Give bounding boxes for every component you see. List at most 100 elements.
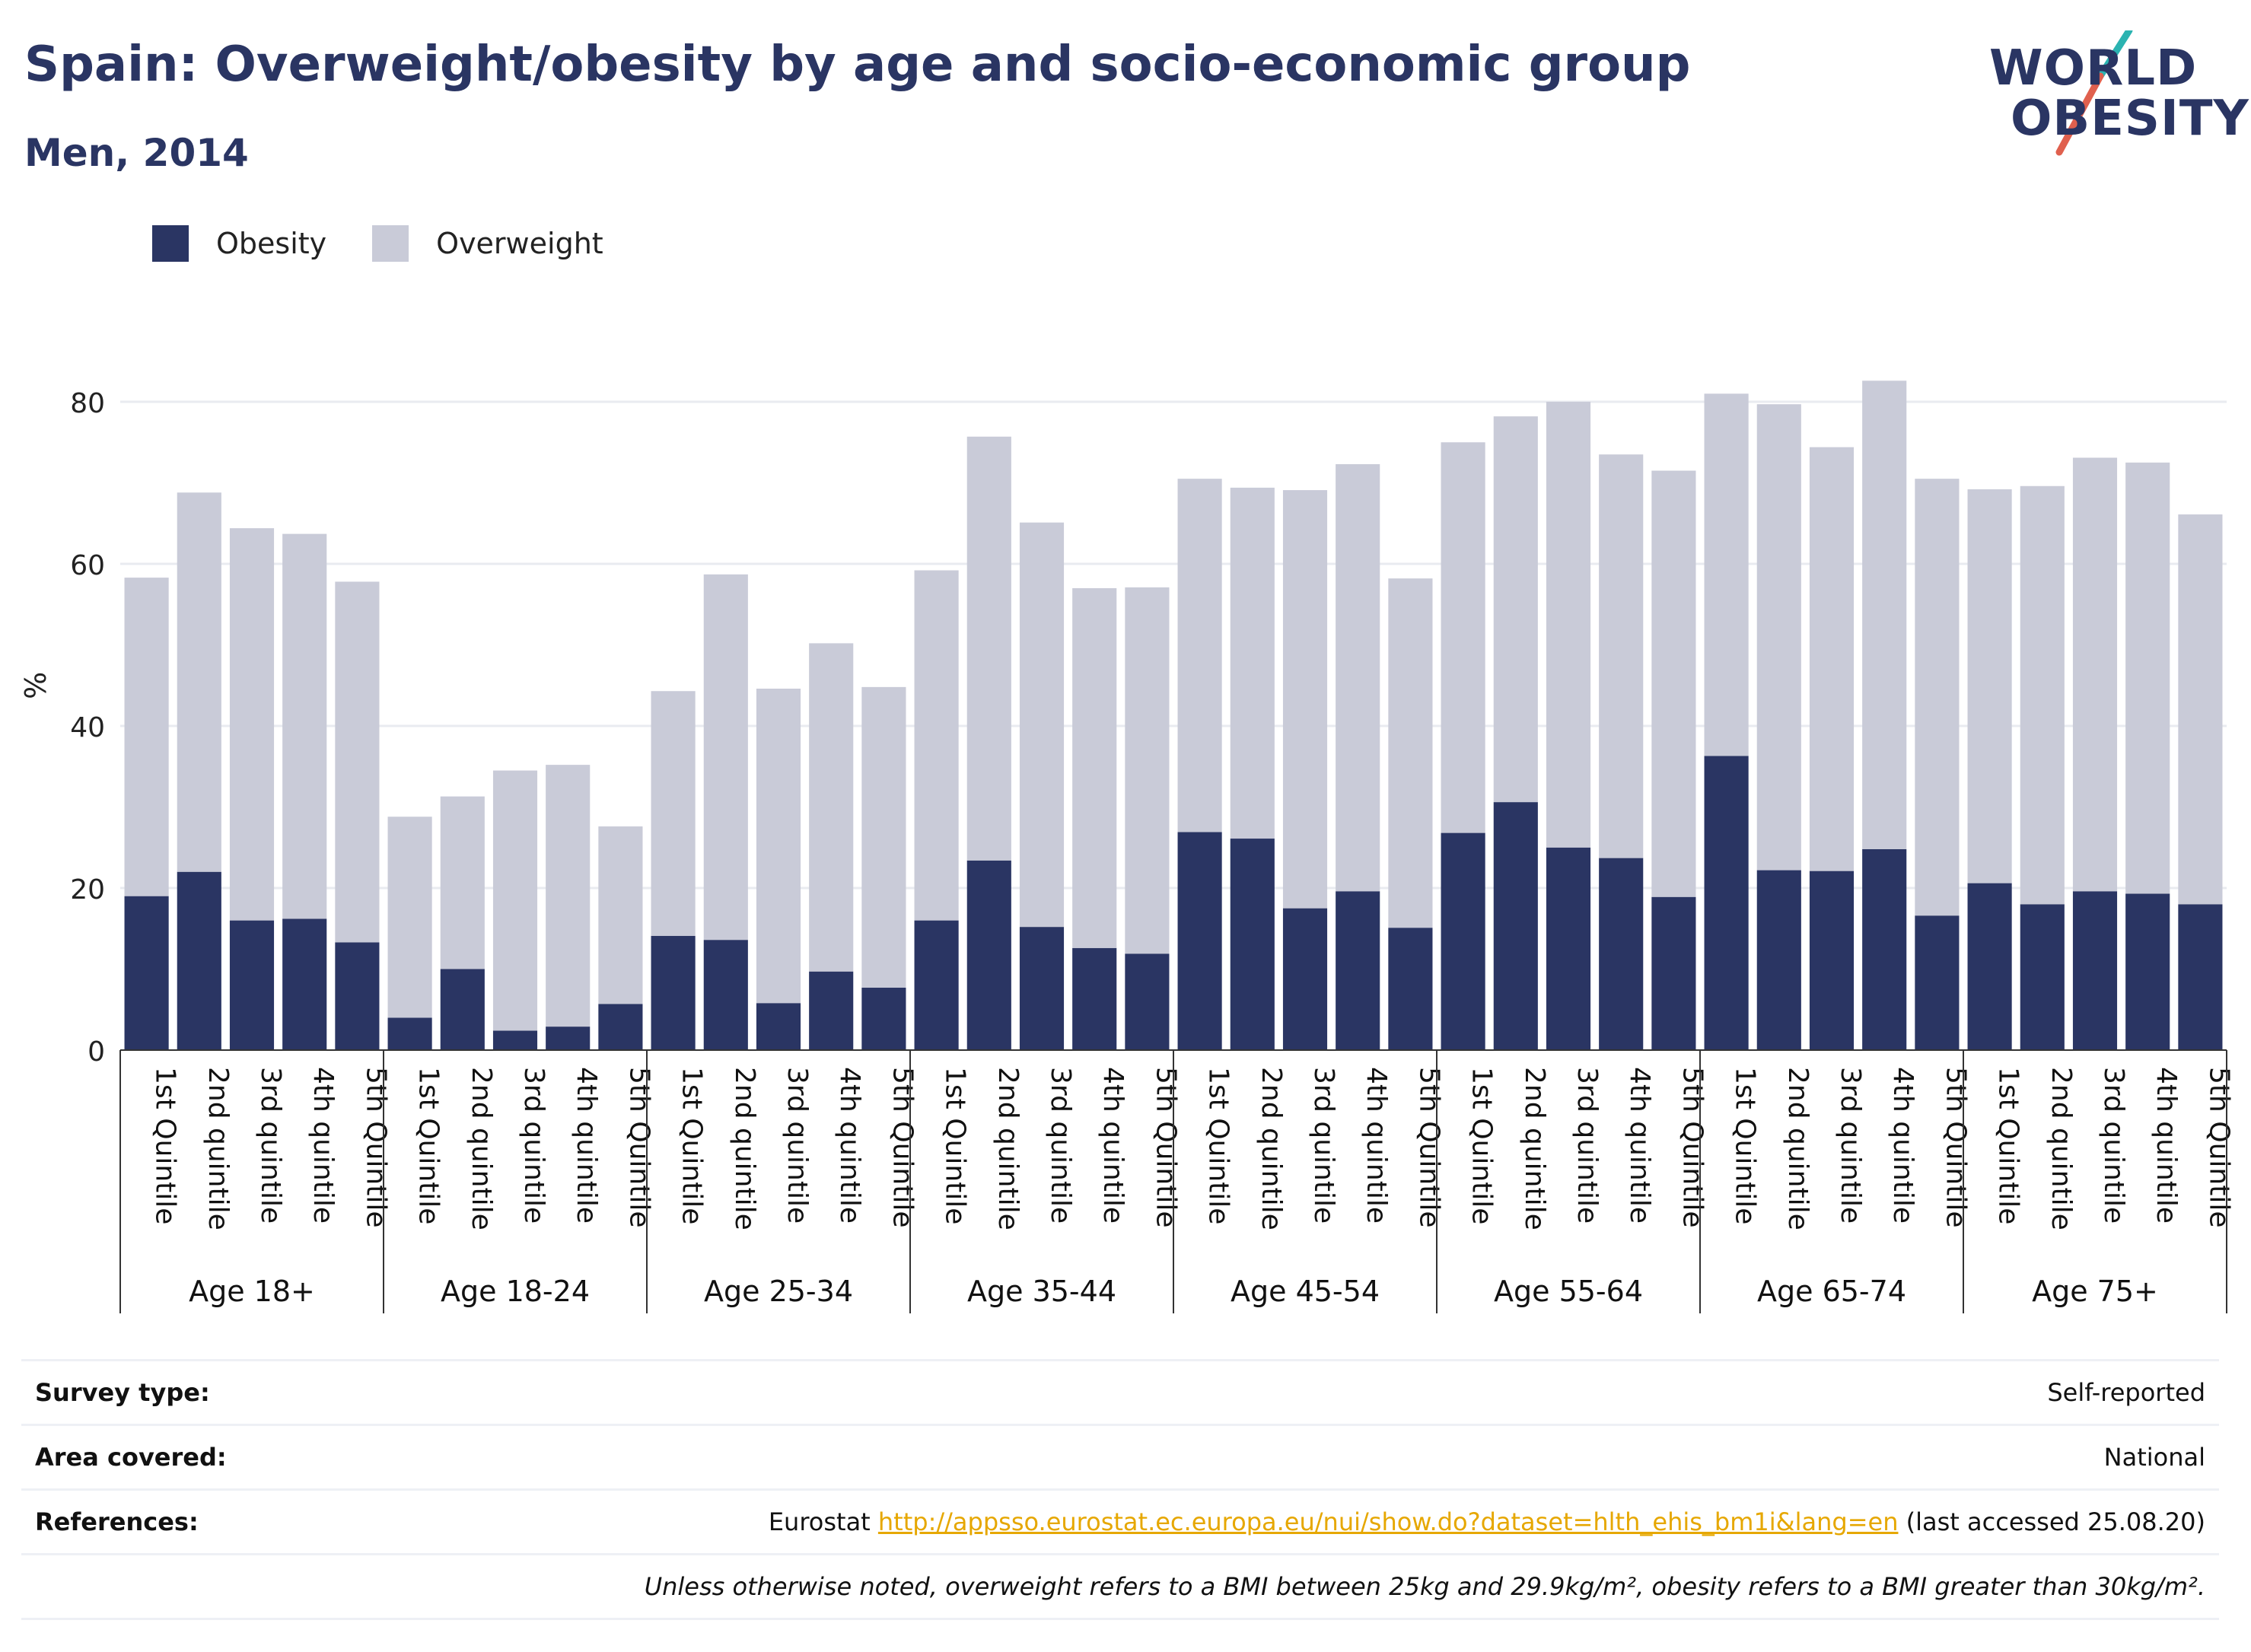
bar-overweight [124, 578, 169, 896]
bar-overweight [1282, 490, 1328, 909]
bar-overweight [914, 570, 959, 921]
bar-overweight [703, 574, 748, 941]
group-label: Age 45-54 [1231, 1275, 1380, 1308]
chart-footer: Survey type: Self-reported Area covered:… [21, 1359, 2219, 1620]
references-label: References: [35, 1507, 199, 1536]
references-link[interactable]: http://appsso.eurostat.ec.europa.eu/nui/… [877, 1507, 1899, 1536]
bar-overweight [598, 826, 643, 1004]
bar-obesity [1756, 870, 1801, 1050]
bar-obesity [703, 940, 748, 1050]
bar-overweight [1493, 416, 1538, 803]
chart-legend: Obesity Overweight [152, 225, 649, 262]
bar-obesity [1177, 832, 1222, 1050]
group-label: Age 18-24 [441, 1275, 590, 1308]
bar-overweight [492, 770, 538, 1031]
bar-overweight [440, 796, 485, 969]
x-tick-label: 3rd quintile [782, 1067, 813, 1224]
bar-overweight [1967, 489, 2012, 883]
bar-obesity [440, 969, 485, 1050]
x-tick-label: 3rd quintile [518, 1067, 549, 1224]
bar-obesity [2020, 904, 2065, 1050]
x-tick-label: 5th Quintile [623, 1067, 654, 1228]
group-label: Age 75+ [2032, 1275, 2158, 1308]
survey-type-label: Survey type: [35, 1378, 210, 1407]
bar-overweight [1651, 470, 1696, 897]
x-tick-label: 5th Quintile [2203, 1067, 2234, 1228]
x-tick-label: 2nd quintile [1256, 1067, 1287, 1230]
y-tick-label: 20 [70, 874, 105, 906]
y-tick-label: 80 [70, 388, 105, 419]
bar-obesity [1230, 839, 1275, 1050]
bar-overweight [2125, 462, 2170, 894]
bar-overweight [229, 528, 275, 921]
bar-obesity [387, 1017, 432, 1050]
bar-obesity [861, 987, 906, 1050]
x-tick-label: 4th quintile [307, 1067, 339, 1224]
bar-overweight [756, 689, 801, 1004]
bar-obesity [282, 918, 327, 1050]
bar-overweight [1072, 587, 1117, 948]
footer-row-note: Unless otherwise noted, overweight refer… [21, 1553, 2219, 1620]
bar-overweight [966, 436, 1011, 861]
logo-text-world: WORLD [1989, 40, 2198, 97]
bar-overweight [1388, 578, 1433, 928]
x-tick-label: 3rd quintile [1571, 1067, 1603, 1224]
area-covered-label: Area covered: [35, 1443, 227, 1472]
group-label: Age 55-64 [1494, 1275, 1643, 1308]
bar-overweight [1441, 442, 1485, 833]
bar-overweight [1125, 587, 1170, 954]
world-obesity-logo: WORLD OBESITY [1979, 30, 2249, 160]
x-tick-label: 1st Quintile [413, 1067, 444, 1224]
bar-obesity [2178, 904, 2223, 1050]
bar-obesity [124, 896, 169, 1050]
group-label: Age 18+ [189, 1275, 315, 1308]
bar-obesity [756, 1003, 801, 1050]
stacked-bar-chart: 0 20 40 60 80% 1st Quintile 2nd quintile 3rd qu… [19, 380, 2234, 1313]
bar-overweight [387, 816, 432, 1018]
chart-title: Spain: Overweight/obesity by age and soc… [24, 37, 1691, 93]
y-axis-label: % [19, 672, 53, 699]
legend-swatch-overweight [372, 225, 409, 262]
chart-subtitle: Men, 2014 [24, 131, 249, 175]
x-tick-label: 4th quintile [1624, 1067, 1655, 1224]
bar-overweight [1704, 393, 1749, 756]
x-tick-label: 5th Quintile [1940, 1067, 1971, 1228]
bar-obesity [546, 1027, 591, 1050]
bar-obesity [1862, 848, 1907, 1050]
x-tick-label: 2nd quintile [202, 1067, 234, 1230]
x-tick-label: 1st Quintile [1466, 1067, 1498, 1224]
x-tick-label: 1st Quintile [1993, 1067, 2024, 1224]
bar-obesity [1019, 927, 1065, 1050]
bar-obesity [1282, 908, 1328, 1050]
references-value: Eurostat http://appsso.eurostat.ec.europ… [769, 1507, 2205, 1536]
x-tick-label: 4th quintile [1887, 1067, 1918, 1224]
bar-obesity [1915, 915, 1960, 1050]
logo-text-obesity: OBESITY [2011, 91, 2249, 147]
bar-obesity [1704, 756, 1749, 1050]
bar-obesity [1809, 871, 1855, 1050]
bar-obesity [809, 971, 854, 1050]
bar-overweight [335, 581, 380, 943]
x-tick-label: 1st Quintile [940, 1067, 971, 1224]
x-tick-label: 3rd quintile [2098, 1067, 2129, 1224]
x-tick-label: 3rd quintile [1308, 1067, 1339, 1224]
bar-obesity [651, 935, 696, 1050]
x-tick-label: 1st Quintile [1730, 1067, 1761, 1224]
y-tick-label: 0 [88, 1036, 105, 1068]
bar-obesity [229, 920, 275, 1050]
bar-obesity [966, 860, 1011, 1050]
x-tick-label: 1st Quintile [677, 1067, 708, 1224]
group-label: Age 35-44 [967, 1275, 1116, 1308]
bar-obesity [2072, 891, 2118, 1050]
survey-type-value: Self-reported [2047, 1378, 2205, 1407]
x-tick-label: 2nd quintile [729, 1067, 760, 1230]
bar-obesity [1493, 802, 1538, 1050]
bar-obesity [2125, 893, 2170, 1050]
footer-row-area: Area covered: National [21, 1424, 2219, 1488]
bar-obesity [335, 942, 380, 1050]
bar-overweight [1809, 447, 1855, 871]
x-tick-label: 4th quintile [571, 1067, 602, 1224]
x-tick-label: 5th Quintile [1676, 1067, 1708, 1228]
bar-overweight [1019, 522, 1065, 928]
bar-obesity [492, 1030, 538, 1050]
